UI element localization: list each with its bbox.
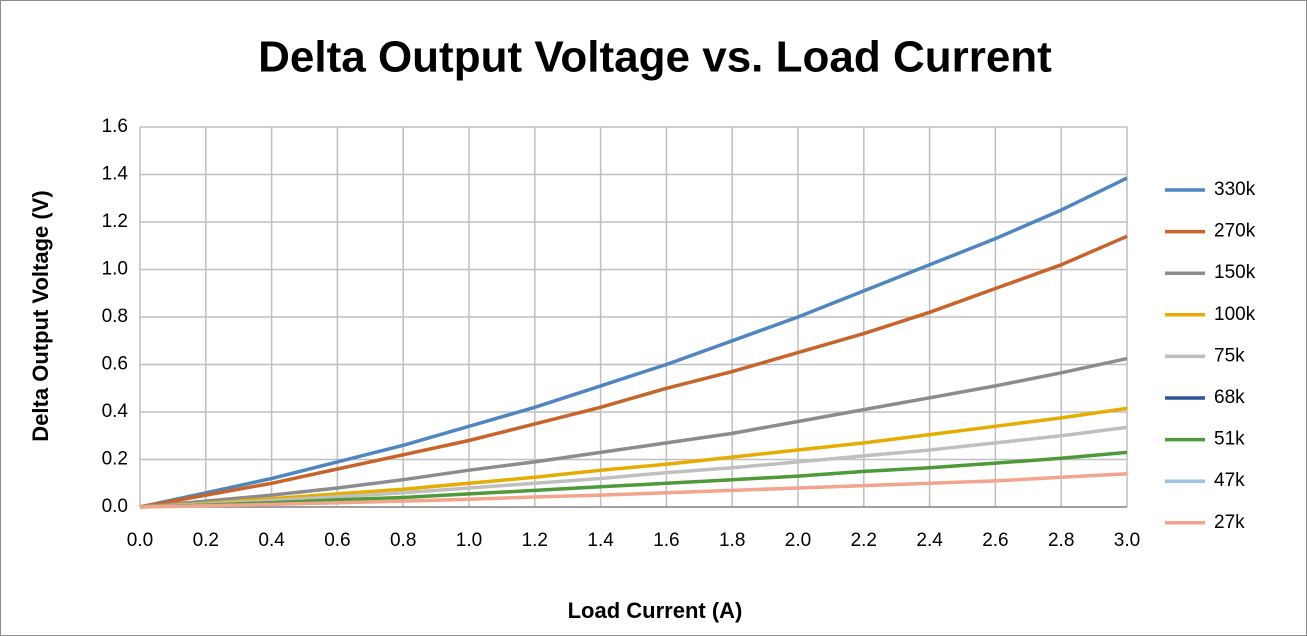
series-line <box>139 472 1128 509</box>
y-tick-label: 0.4 <box>102 401 129 422</box>
y-tick-label: 1.2 <box>102 211 128 232</box>
x-tick-label: 0.4 <box>258 530 285 551</box>
x-tick-label: 2.4 <box>916 530 943 551</box>
series-line <box>139 425 1128 509</box>
y-tick-label: 0.6 <box>102 354 128 375</box>
legend-label: 47k <box>1214 470 1245 491</box>
legend-label: 150k <box>1214 262 1256 283</box>
x-tick-label: 2.6 <box>982 530 1008 551</box>
y-tick-label: 0.2 <box>102 449 128 470</box>
series-line <box>139 406 1128 509</box>
x-tick-label: 1.2 <box>522 530 548 551</box>
x-tick-label: 1.4 <box>587 530 614 551</box>
x-tick-label: 0.0 <box>127 530 153 551</box>
x-tick-label: 1.8 <box>719 530 745 551</box>
x-tick-label: 2.0 <box>785 530 811 551</box>
y-tick-label: 0.0 <box>102 496 128 517</box>
x-tick-label: 2.8 <box>1048 530 1074 551</box>
y-tick-label: 0.8 <box>102 306 128 327</box>
series-line <box>139 356 1128 509</box>
legend-label: 68k <box>1214 387 1245 408</box>
x-tick-label: 0.6 <box>324 530 350 551</box>
x-tick-label: 1.6 <box>653 530 679 551</box>
y-tick-label: 1.0 <box>102 259 128 280</box>
legend-label: 75k <box>1214 345 1245 366</box>
legend-label: 51k <box>1214 429 1245 450</box>
x-axis-label: Load Current (A) <box>568 598 743 623</box>
x-tick-label: 0.2 <box>193 530 219 551</box>
legend-label: 330k <box>1214 179 1256 200</box>
series-line <box>139 234 1128 509</box>
legend-label: 100k <box>1214 304 1256 325</box>
legend-label: 270k <box>1214 221 1256 242</box>
y-axis-label: Delta Output Voltage (V) <box>28 190 53 441</box>
y-tick-label: 1.6 <box>102 116 128 137</box>
x-tick-label: 1.0 <box>456 530 482 551</box>
chart-title: Delta Output Voltage vs. Load Current <box>258 33 1052 82</box>
series-line <box>139 176 1128 509</box>
y-tick-label: 1.4 <box>102 164 129 185</box>
x-tick-label: 0.8 <box>390 530 416 551</box>
x-tick-label: 3.0 <box>1114 530 1140 551</box>
series-line <box>139 450 1128 509</box>
x-tick-label: 2.2 <box>851 530 877 551</box>
legend-label: 27k <box>1214 512 1245 533</box>
